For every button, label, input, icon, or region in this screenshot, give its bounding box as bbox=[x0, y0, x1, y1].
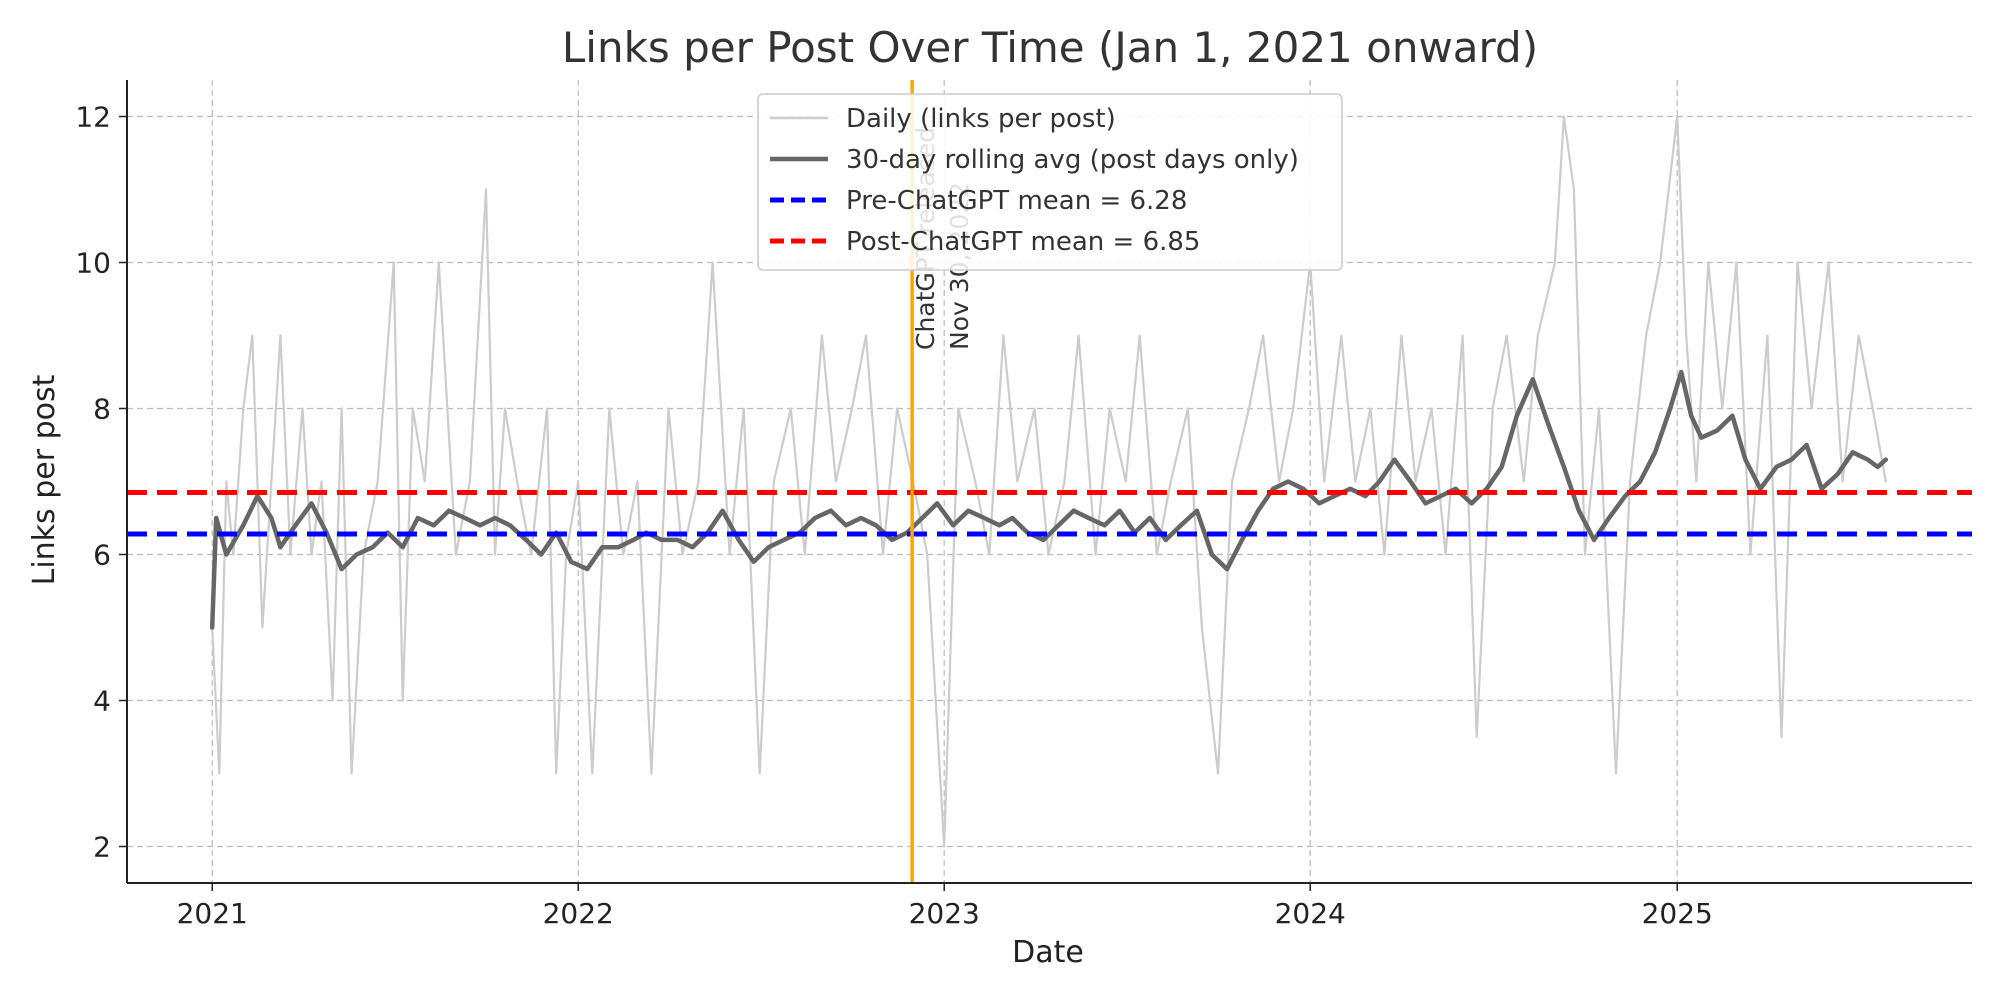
y-tick-label: 10 bbox=[75, 247, 111, 280]
legend-label: Post-ChatGPT mean = 6.85 bbox=[846, 227, 1200, 257]
axes: 2 4 6 8 10 12 2021 2022 2023 2024 2025 bbox=[75, 80, 1972, 930]
legend-label: Daily (links per post) bbox=[846, 104, 1116, 134]
y-tick-label: 8 bbox=[93, 393, 111, 426]
legend: Daily (links per post) 30-day rolling avg… bbox=[757, 93, 1343, 271]
rolling-average-line bbox=[209, 369, 1889, 630]
y-tick-label: 2 bbox=[93, 831, 111, 864]
y-tick-label: 4 bbox=[93, 685, 111, 718]
daily-series-line bbox=[211, 115, 1887, 848]
x-tick-label: 2024 bbox=[1275, 897, 1346, 930]
legend-box bbox=[757, 93, 1343, 271]
y-tick-label: 6 bbox=[93, 539, 111, 572]
x-tick-label: 2021 bbox=[177, 897, 248, 930]
y-axis-title: Links per post bbox=[27, 374, 62, 585]
legend-label: Pre-ChatGPT mean = 6.28 bbox=[846, 186, 1187, 216]
chart-title: Links per Post Over Time (Jan 1, 2021 on… bbox=[562, 23, 1538, 72]
x-tick-label: 2022 bbox=[543, 897, 614, 930]
series-layer bbox=[127, 115, 1972, 848]
x-axis-title: Date bbox=[1012, 935, 1084, 970]
x-tick-label: 2025 bbox=[1642, 897, 1713, 930]
legend-label: 30-day rolling avg (post days only) bbox=[846, 145, 1299, 175]
y-tick-label: 12 bbox=[75, 101, 111, 134]
x-tick-label: 2023 bbox=[909, 897, 980, 930]
